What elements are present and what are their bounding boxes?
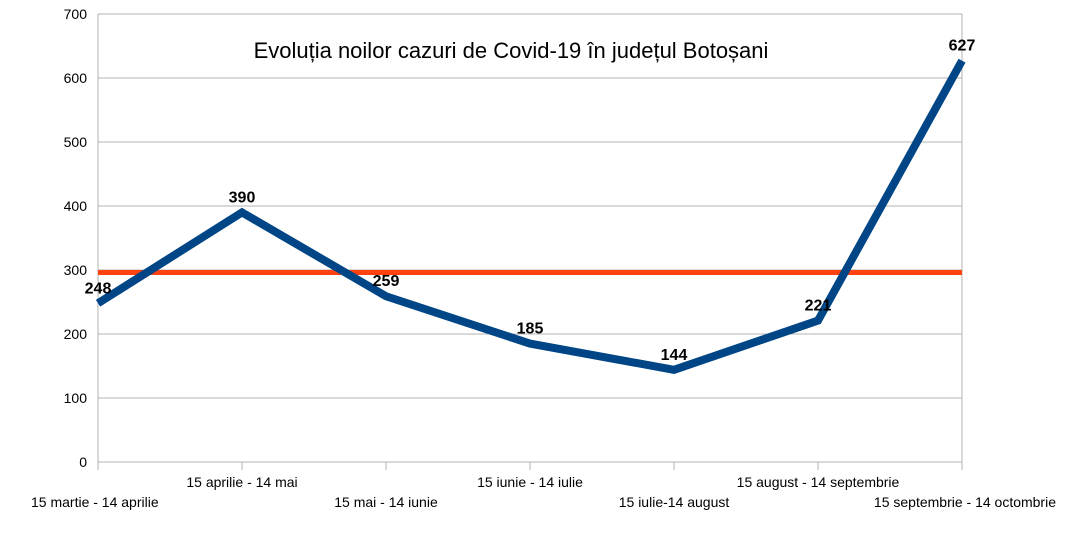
x-tick-label: 15 iunie - 14 iulie [477,474,583,490]
series-line-cases [95,58,966,374]
data-label: 390 [229,189,256,206]
y-tick-label: 600 [64,70,88,86]
x-tick-label: 15 iulie-14 august [619,494,730,510]
data-label: 185 [517,321,544,338]
gridlines [98,13,962,463]
x-tick-label: 15 aprilie - 14 mai [186,474,297,490]
data-label: 221 [805,298,832,315]
x-tick-label: 15 septembrie - 14 octombrie [874,494,1056,510]
data-label: 627 [949,38,976,55]
y-tick-label: 100 [64,390,88,406]
x-axis-ticks: 15 martie - 14 aprilie 15 aprilie - 14 ma… [31,462,1056,510]
x-tick-label: 15 martie - 14 aprilie [31,494,159,510]
data-label: 259 [373,273,400,290]
axes [97,14,963,462]
chart-title: Evoluția noilor cazuri de Covid-19 în ju… [254,38,769,63]
x-tick-label: 15 august - 14 septembrie [737,474,900,490]
y-tick-label: 500 [64,134,88,150]
y-tick-label: 200 [64,326,88,342]
y-tick-label: 700 [64,6,88,22]
data-label: 248 [85,280,112,297]
y-tick-label: 400 [64,198,88,214]
y-tick-label: 300 [64,262,88,278]
data-labels: 248 390 259 185 144 221 627 [85,38,976,364]
y-axis-ticks: 0 100 200 300 400 500 600 700 [64,6,88,470]
series-lines [95,58,966,374]
data-label: 144 [661,347,688,364]
x-tick-label: 15 mai - 14 iunie [334,494,438,510]
y-tick-label: 0 [79,454,87,470]
